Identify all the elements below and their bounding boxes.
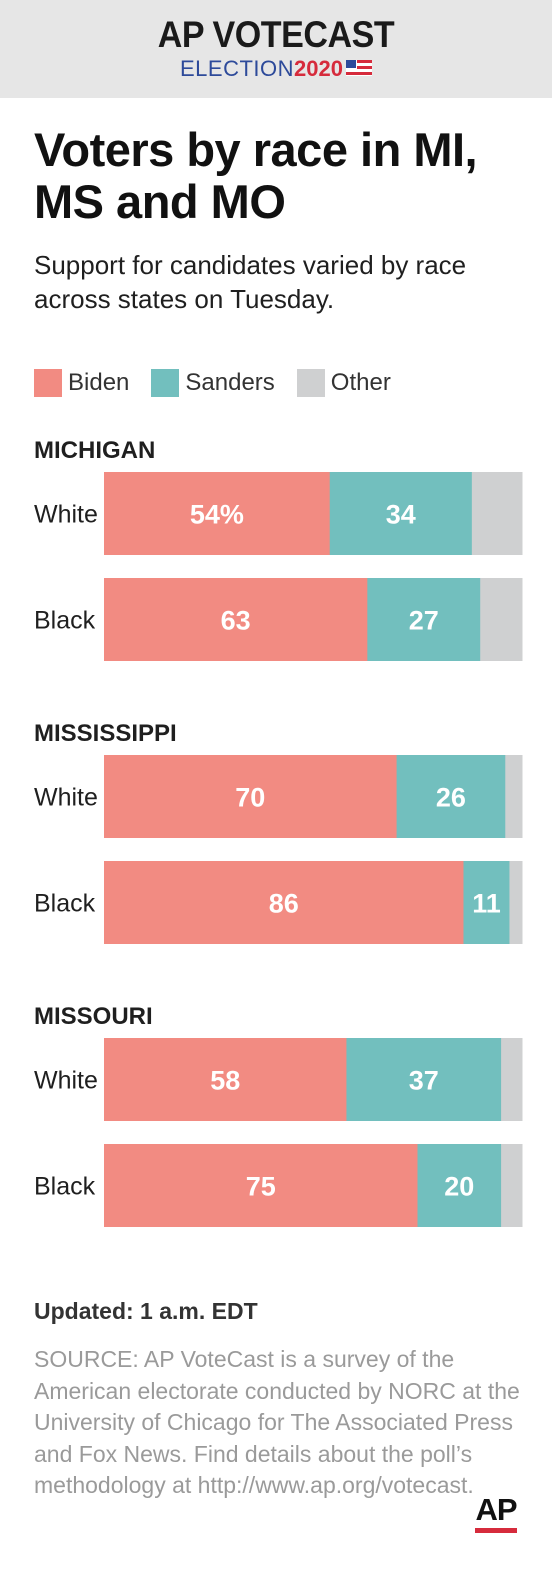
ap-logo-bar: [475, 1528, 517, 1533]
row-label: White: [34, 501, 98, 529]
bar-value-label: 11: [472, 889, 501, 919]
bar-segment-sanders: [329, 472, 473, 555]
bar-segment-other: [501, 1038, 523, 1121]
bar-segment-sanders: [417, 1144, 502, 1227]
bar-value-label: 20: [444, 1172, 474, 1202]
row-label: White: [34, 784, 98, 812]
bar-segment-other: [471, 472, 523, 555]
bar-segment-biden: [104, 1038, 347, 1121]
row-label: Black: [34, 1173, 96, 1201]
bar-segment-other: [480, 578, 523, 661]
bar-segment-biden: [104, 1144, 418, 1227]
bar-value-label: 63: [221, 606, 251, 636]
legend-swatch-biden: [34, 369, 62, 397]
bar-segment-other: [509, 861, 523, 944]
bar-segment-biden: [104, 861, 464, 944]
bar-value-label: 27: [409, 606, 439, 636]
legend-item-sanders: Sanders: [151, 369, 275, 397]
legend-swatch-sanders: [151, 369, 180, 397]
legend-label-other: Other: [330, 369, 391, 396]
stacked-bar-chart: MICHIGAN White 54% 34 Black 63 27 MISSISSIPPI Wh…: [34, 437, 523, 1227]
bar-value-label: 54%: [190, 500, 244, 530]
legend-label-biden: Biden: [68, 369, 130, 396]
ap-logo-text: AP: [475, 1492, 517, 1527]
brand-year: 2020: [294, 56, 343, 81]
legend-swatch-other: [296, 369, 325, 397]
header-banner: AP VOTECAST ELECTION2020: [0, 0, 552, 98]
bar-value-label: 58: [210, 1066, 240, 1096]
bar-value-label: 75: [246, 1172, 276, 1202]
state-label: MISSOURI: [34, 1003, 153, 1030]
source-note: SOURCE: AP VoteCast is a survey of the A…: [34, 1346, 520, 1498]
state-label: MISSISSIPPI: [34, 720, 177, 747]
bar-value-label: 86: [269, 889, 299, 919]
bar-value-label: 37: [409, 1066, 439, 1096]
us-flag-icon: [345, 60, 372, 77]
legend-item-biden: Biden: [34, 369, 129, 397]
brand-election: ELECTION: [180, 56, 295, 81]
bar-segment-sanders: [396, 755, 506, 838]
bar-segment-sanders: [367, 578, 481, 661]
chart-subtitle: Support for candidates varied by race ac…: [34, 250, 467, 314]
bar-segment-sanders: [346, 1038, 502, 1121]
row-label: White: [34, 1067, 98, 1095]
ap-logo: AP: [472, 1494, 520, 1534]
row-label: Black: [34, 890, 96, 918]
brand-subtitle: ELECTION2020: [0, 56, 552, 82]
legend-item-other: Other: [296, 369, 391, 397]
state-label: MICHIGAN: [34, 437, 155, 464]
bar-segment-other: [501, 1144, 523, 1227]
bar-segment-biden: [104, 755, 398, 838]
bar-value-label: 26: [436, 783, 466, 813]
row-label: Black: [34, 607, 96, 635]
updated-timestamp: Updated: 1 a.m. EDT: [34, 1298, 258, 1324]
bar-segment-sanders: [463, 861, 510, 944]
legend-label-sanders: Sanders: [185, 369, 275, 396]
chart-legend: Biden Sanders Other: [34, 367, 413, 399]
brand-title: AP VOTECAST: [157, 14, 395, 55]
chart-title: Voters by race in MI, MS and MO: [34, 123, 478, 228]
bar-value-label: 34: [386, 500, 416, 530]
bar-segment-biden: [104, 472, 331, 555]
bar-value-label: 70: [235, 783, 265, 813]
bar-segment-other: [505, 755, 523, 838]
bar-segment-biden: [104, 578, 368, 661]
